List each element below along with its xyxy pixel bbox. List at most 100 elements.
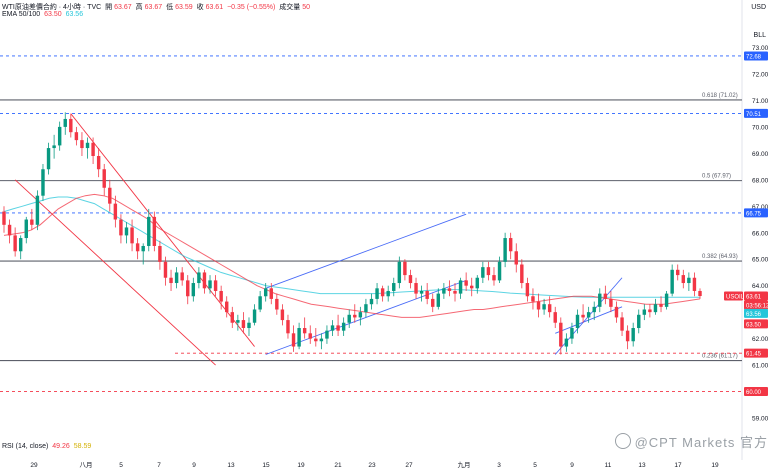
candle-body <box>319 338 324 342</box>
candle-body <box>241 320 246 329</box>
candle-body <box>325 330 329 339</box>
candle-body <box>219 290 223 302</box>
candle-body <box>225 301 229 313</box>
candle-body <box>286 320 290 334</box>
fib-level-label: 0.618 (71.02) <box>702 93 738 99</box>
candle-body <box>353 314 357 318</box>
candle-body <box>380 288 385 297</box>
rsi-legend: RSI (14, close) 49.26 58.59 <box>2 443 93 450</box>
candle-body <box>559 322 563 347</box>
x-tick-label: 5 <box>533 462 537 469</box>
candle-body <box>174 272 179 284</box>
price-tag-label: 60.00 <box>746 390 762 396</box>
candle-body <box>408 275 413 284</box>
candle-body <box>191 283 196 297</box>
x-tick-label: 17 <box>674 462 682 469</box>
candle-body <box>497 261 502 281</box>
candle-body <box>598 293 602 307</box>
candle-body <box>625 330 630 342</box>
price-tag <box>744 387 768 397</box>
volume-label: 成交量 <box>279 4 301 11</box>
candle-body <box>180 272 184 281</box>
candle-body <box>431 298 435 307</box>
candle-body <box>247 322 251 329</box>
candle-body <box>24 219 28 239</box>
symbol-title: WTI原油差價合約 · 4小時 · TVC <box>2 4 102 11</box>
candle-body <box>369 298 374 305</box>
price-tag-label: 72.68 <box>746 54 762 60</box>
candle-body <box>508 238 513 252</box>
candle-body <box>414 283 418 294</box>
candle-body <box>492 275 496 281</box>
y-tick-label: 67.00 <box>752 204 769 211</box>
ema-legend: EMA 50/100 63.50 63.56 <box>2 11 85 18</box>
candle-body <box>603 293 608 299</box>
price-tag-label: 63.61 <box>746 294 762 300</box>
candle-body <box>681 275 686 284</box>
price-tag-label: 63.50 <box>746 322 762 328</box>
candle-body <box>30 219 34 225</box>
candle-body <box>458 280 463 294</box>
ema-label: EMA 50/100 <box>2 11 41 18</box>
high-label: 高 <box>135 4 143 11</box>
price-tag-label: 70.51 <box>746 112 762 118</box>
x-tick-label: 19 <box>297 462 305 469</box>
open-label: 開 <box>105 4 113 11</box>
candle-body <box>158 245 162 262</box>
candle-body <box>475 277 479 289</box>
candle-body <box>52 145 56 149</box>
fib-level-label: 0.5 (67.97) <box>702 174 731 180</box>
x-tick-label: 11 <box>605 462 612 469</box>
fib-level-label: 0.382 (64.93) <box>702 254 738 260</box>
candle-body <box>74 132 79 141</box>
candle-body <box>147 216 151 246</box>
price-tag <box>744 308 768 318</box>
currency-unit: USD <box>751 4 766 11</box>
price-tag-label: 66.75 <box>746 211 762 217</box>
x-tick-label: 9 <box>570 462 574 469</box>
trend-line <box>265 279 467 355</box>
ema100-line <box>3 196 700 298</box>
candle-body <box>269 288 273 299</box>
price-tag-label: 61.45 <box>746 352 762 358</box>
candle-body <box>330 325 335 331</box>
candle-body <box>531 296 535 302</box>
x-tick-label: 13 <box>227 462 235 469</box>
candle-body <box>2 211 6 225</box>
low-label: 低 <box>166 4 174 11</box>
candle-body <box>208 280 212 289</box>
y-tick-label: 71.00 <box>752 98 769 105</box>
candle-body <box>108 187 112 204</box>
candle-body <box>631 328 635 342</box>
candle-body <box>392 283 396 291</box>
x-tick-label: 29 <box>30 462 38 469</box>
candle-body <box>63 118 67 127</box>
x-tick-label: 5 <box>119 462 123 469</box>
candle-body <box>91 142 95 157</box>
candle-body <box>85 142 90 149</box>
open-value: 63.67 <box>114 4 132 11</box>
price-tag-label: USOIL <box>726 294 745 300</box>
candle-body <box>648 309 652 313</box>
candle-body <box>637 314 641 329</box>
candle-body <box>80 140 84 149</box>
volume-value: 50 <box>302 4 311 11</box>
rsi-label: RSI (14, close) <box>2 443 49 450</box>
candle-body <box>41 169 45 196</box>
candle-body <box>124 227 129 236</box>
candle-body <box>57 126 62 146</box>
candle-body <box>453 290 457 294</box>
candle-body <box>302 328 307 334</box>
candle-body <box>442 288 446 294</box>
candle-body <box>570 328 574 339</box>
price-tag <box>744 300 768 310</box>
candle-body <box>609 298 613 307</box>
candle-body <box>514 251 518 265</box>
candle-body <box>364 304 368 313</box>
watermark-text: @CPT Markets 官方 <box>634 435 768 450</box>
candle-body <box>308 333 312 339</box>
candle-body <box>291 333 296 347</box>
candle-body <box>102 169 106 188</box>
candle-body <box>213 280 218 291</box>
